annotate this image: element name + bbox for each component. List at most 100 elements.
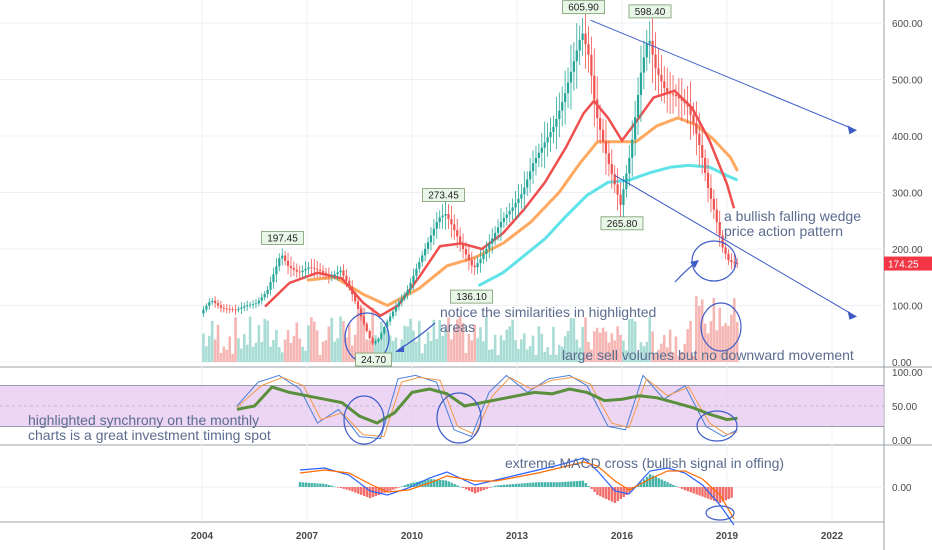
volume-bar [490, 349, 494, 362]
time-tick-label: 2004 [191, 531, 214, 542]
candle-body [263, 294, 266, 298]
macd-bar [374, 487, 378, 497]
macd-bar [564, 481, 567, 487]
candle-body [709, 187, 713, 199]
price-label: 197.45 [267, 233, 298, 244]
volume-bar [315, 330, 319, 362]
highlight-circle [696, 410, 738, 442]
volume-bar [292, 336, 296, 362]
candle-body [572, 61, 575, 72]
volume-bar [225, 349, 229, 362]
time-tick-label: 2019 [716, 531, 739, 542]
macd-bar [476, 487, 480, 493]
volume-bar [549, 354, 552, 362]
volume-bar [680, 352, 684, 362]
candle-body [214, 300, 217, 304]
volume-bar [216, 324, 220, 362]
candle-body [715, 209, 718, 223]
price-label: 265.80 [607, 219, 638, 230]
candle-body [692, 114, 695, 124]
candle-body [345, 275, 348, 281]
candle-body [377, 338, 380, 342]
candle-body [683, 100, 686, 104]
macd-bar [505, 484, 509, 487]
volume-bar [537, 326, 541, 362]
time-tick-label: 2007 [296, 531, 319, 542]
volume-bar [207, 335, 211, 362]
time-tick-label: 2016 [611, 531, 634, 542]
candle-body [531, 163, 535, 172]
price-label-box [628, 4, 672, 19]
volume-bar [514, 340, 517, 362]
candle-body [721, 235, 724, 248]
candle-body [523, 187, 526, 195]
volume-bar [359, 306, 363, 362]
macd-tick-label: 0.00 [892, 483, 912, 494]
candle-body [339, 270, 342, 273]
candle-body [464, 249, 468, 255]
macd-bar [622, 487, 625, 497]
candle-body [476, 263, 479, 268]
candle-body [727, 253, 730, 261]
candle-body [619, 194, 622, 205]
volume-bar [686, 329, 689, 362]
candle-body [549, 132, 552, 138]
candle-body [555, 119, 558, 127]
candle-body [313, 267, 316, 269]
candle-body [654, 54, 657, 69]
candle-body [444, 213, 447, 216]
macd-bar [412, 482, 415, 487]
candle-body [581, 33, 584, 40]
macd-bar [660, 479, 663, 487]
candle-body [590, 54, 593, 76]
macd-bar [537, 482, 541, 487]
candle-body [461, 242, 465, 249]
macd-bar [529, 482, 532, 487]
volume-bar [525, 349, 529, 362]
candle-body [529, 171, 532, 180]
candle-body [450, 219, 453, 225]
candle-body [479, 259, 482, 264]
annotation-similarities-1: notice the similarities in highlighted [440, 304, 656, 320]
macd-bar [368, 487, 372, 499]
volume-bar [339, 316, 342, 362]
volume-bar [213, 339, 217, 362]
volume-bar [289, 343, 293, 362]
stoch-tick-label: 0.00 [892, 436, 912, 447]
price-label: 273.45 [428, 191, 459, 202]
volume-bar [318, 355, 322, 362]
volume-bar [473, 324, 477, 362]
candle-body [724, 247, 727, 254]
macd-bar [395, 487, 398, 489]
macd-bar [307, 482, 310, 487]
macd-bar [645, 476, 649, 487]
current-price-value: 174.25 [888, 260, 919, 271]
macd-bar [730, 487, 733, 498]
macd-bar [360, 487, 363, 495]
volume-bar [365, 339, 369, 362]
macd-bar [380, 487, 383, 494]
macd-bar [322, 483, 325, 487]
macd-bar [520, 483, 523, 487]
macd-bar [715, 487, 719, 502]
macd-bar [675, 486, 678, 487]
candle-body [657, 68, 660, 75]
volume-bar [587, 341, 590, 362]
highlight-circle [436, 392, 482, 444]
volume-bar [499, 335, 503, 362]
series-lines [236, 89, 739, 526]
volume-bar [613, 340, 617, 362]
volume-bar [266, 320, 269, 362]
candle-body [225, 308, 228, 310]
volume-bar [590, 349, 593, 362]
candle-body [706, 172, 710, 188]
volume-bar [336, 338, 339, 362]
candle-body [534, 157, 538, 164]
macd-bar [465, 487, 468, 490]
volume-bar [543, 351, 547, 362]
candle-body [351, 287, 354, 295]
candle-body [222, 307, 225, 309]
price-label: 136.10 [456, 292, 487, 303]
volume-bar [668, 329, 672, 362]
macd-bar [689, 487, 693, 493]
